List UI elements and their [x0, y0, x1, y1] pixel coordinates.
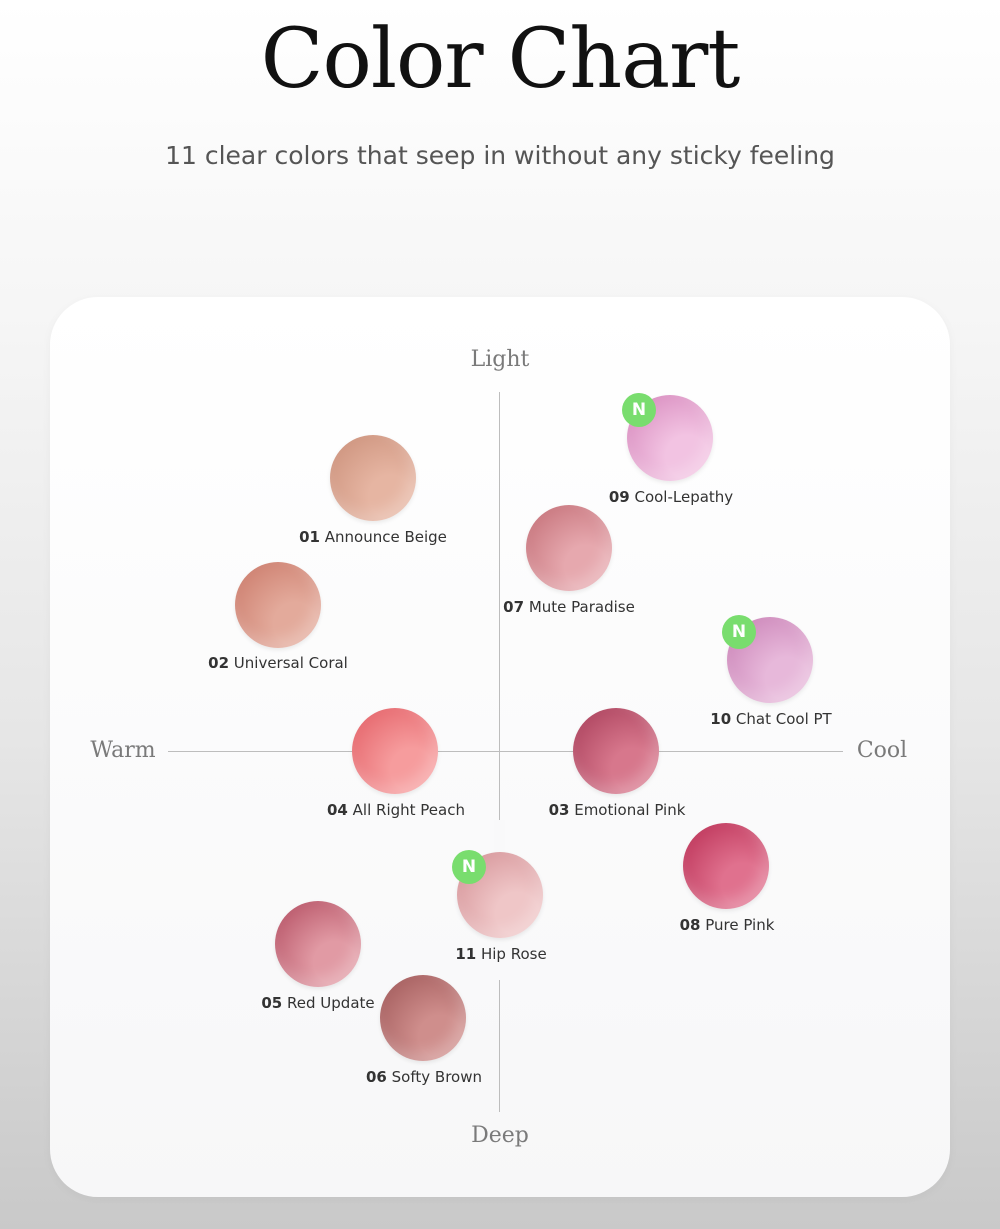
swatch-05-red-update[interactable] — [275, 901, 361, 987]
swatch-name: Universal Coral — [233, 654, 348, 672]
swatch-02-universal-coral[interactable] — [235, 562, 321, 648]
swatch-name: All Right Peach — [352, 801, 465, 819]
axis-label-light: Light — [470, 347, 530, 372]
swatch-number: 02 — [208, 654, 230, 672]
swatch-label: 06 Softy Brown — [304, 1067, 544, 1087]
swatch-number: 10 — [710, 710, 732, 728]
swatch-name: Hip Rose — [480, 945, 547, 963]
axis-gap — [494, 820, 505, 854]
swatch-number: 01 — [299, 528, 320, 546]
swatch-name: Chat Cool PT — [735, 710, 832, 728]
swatch-label: 04 All Right Peach — [276, 800, 516, 820]
swatch-label: 07 Mute Paradise — [449, 597, 689, 617]
new-badge: N — [452, 850, 486, 884]
swatch-number: 04 — [327, 801, 348, 819]
swatch-label: 09 Cool-Lepathy — [551, 487, 791, 507]
swatch-06-softy-brown[interactable] — [380, 975, 466, 1061]
vertical-axis — [499, 392, 500, 1112]
axis-gap — [494, 936, 505, 980]
swatch-label: 02 Universal Coral — [158, 653, 398, 673]
color-chart-card — [50, 297, 950, 1197]
axis-label-deep: Deep — [471, 1123, 529, 1148]
swatch-number: 03 — [548, 801, 570, 819]
swatch-label: 08 Pure Pink — [607, 915, 847, 935]
swatch-label: 10 Chat Cool PT — [651, 709, 891, 729]
axis-label-warm: Warm — [90, 738, 156, 763]
page-title: Color Chart — [260, 12, 741, 107]
swatch-label: 03 Emotional Pink — [497, 800, 737, 820]
swatch-number: 08 — [679, 916, 701, 934]
swatch-name: Red Update — [287, 994, 375, 1012]
swatch-name: Pure Pink — [705, 916, 775, 934]
new-badge: N — [622, 393, 656, 427]
swatch-name: Emotional Pink — [574, 801, 686, 819]
page-subtitle: 11 clear colors that seep in without any… — [165, 141, 835, 170]
swatch-number: 11 — [455, 945, 477, 963]
swatch-04-all-right-peach[interactable] — [352, 708, 438, 794]
horizontal-axis — [168, 751, 843, 752]
swatch-01-announce-beige[interactable] — [330, 435, 416, 521]
new-badge: N — [722, 615, 756, 649]
swatch-number: 06 — [366, 1068, 387, 1086]
swatch-07-mute-paradise[interactable] — [526, 505, 612, 591]
axis-label-cool: Cool — [856, 738, 908, 763]
swatch-name: Softy Brown — [391, 1068, 482, 1086]
swatch-number: 09 — [608, 488, 630, 506]
swatch-label: 05 Red Update — [198, 993, 438, 1013]
swatch-name: Announce Beige — [324, 528, 447, 546]
swatch-number: 05 — [261, 994, 283, 1012]
swatch-number: 07 — [503, 598, 525, 616]
swatch-name: Mute Paradise — [528, 598, 635, 616]
swatch-label: 01 Announce Beige — [253, 527, 493, 547]
swatch-label: 11 Hip Rose — [381, 944, 621, 964]
swatch-03-emotional-pink[interactable] — [573, 708, 659, 794]
swatch-08-pure-pink[interactable] — [683, 823, 769, 909]
swatch-name: Cool-Lepathy — [634, 488, 734, 506]
